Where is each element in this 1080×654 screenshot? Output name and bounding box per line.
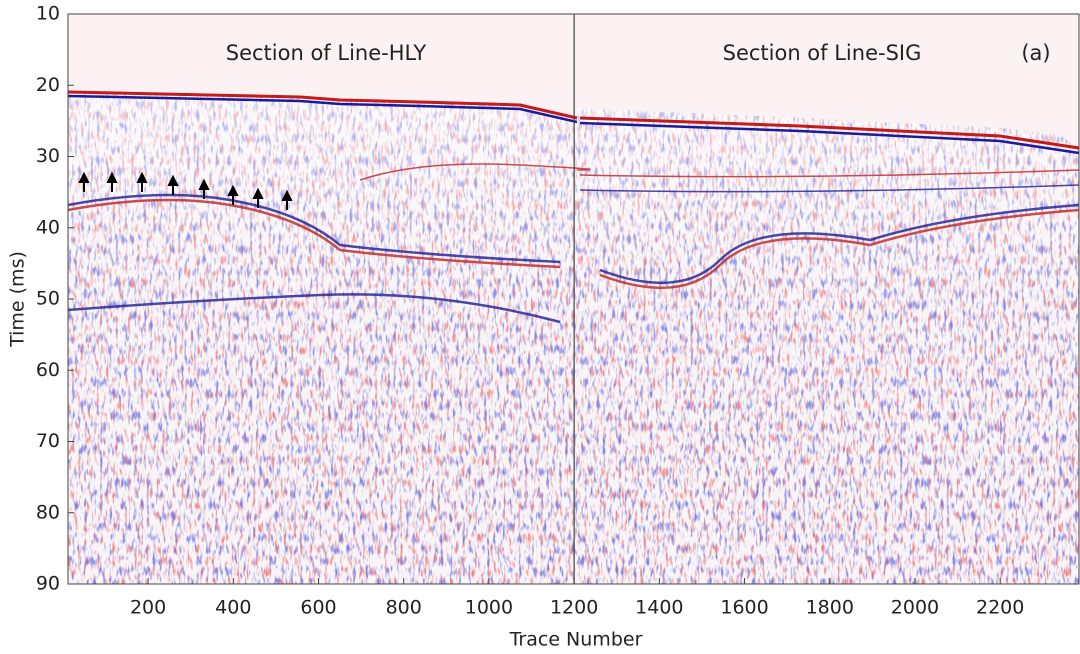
y-tick-label: 30 [36, 145, 60, 167]
y-tick-label: 70 [36, 430, 60, 452]
x-tick-label: 200 [130, 597, 166, 619]
x-tick-label: 400 [215, 597, 251, 619]
y-tick-label: 20 [36, 74, 60, 96]
x-tick-label: 800 [386, 597, 422, 619]
y-tick-label: 50 [36, 288, 60, 310]
seabed-reflector [67, 90, 1080, 155]
x-axis-label: Trace Number [509, 629, 643, 651]
x-tick-label: 1800 [806, 597, 854, 619]
x-tick-label: 1000 [465, 597, 513, 619]
y-tick-label: 80 [36, 501, 60, 523]
panel-title: Section of Line-HLY [226, 41, 427, 65]
x-tick-label: 2200 [976, 597, 1024, 619]
y-tick-label: 90 [36, 573, 60, 595]
y-tick-label: 10 [36, 3, 60, 25]
y-tick-label: 60 [36, 359, 60, 381]
y-tick-label: 40 [36, 216, 60, 238]
y-axis-label: Time (ms) [7, 251, 29, 348]
x-tick-label: 600 [300, 597, 336, 619]
panel-title: Section of Line-SIG [723, 41, 922, 65]
x-tick-label: 1600 [720, 597, 768, 619]
x-tick-label: 1400 [635, 597, 683, 619]
arrows [78, 171, 293, 210]
x-tick-label: 1200 [550, 597, 598, 619]
seismic-image [68, 94, 1079, 584]
x-tick-label: 2000 [891, 597, 939, 619]
annotation: (a) [1021, 41, 1050, 65]
